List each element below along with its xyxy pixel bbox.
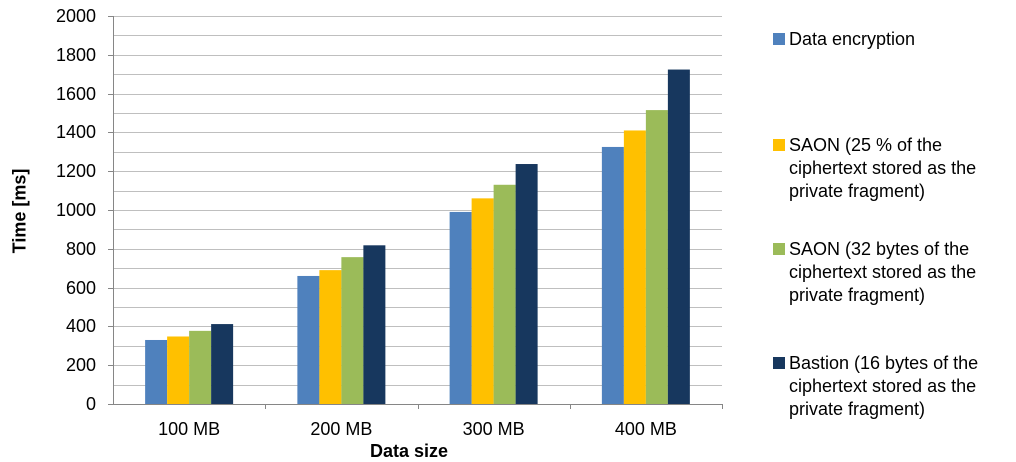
- x-tick-label: 100 MB: [158, 419, 221, 439]
- y-tick-label: 2000: [55, 6, 96, 26]
- y-tick-label: 1000: [55, 200, 96, 220]
- y-tick-label: 1400: [55, 122, 96, 143]
- y-tick-label: 0: [85, 394, 96, 414]
- legend-item-saon-25: SAON (25 % of the ciphertext stored as t…: [773, 134, 1011, 203]
- bar-saon-32: [189, 330, 212, 404]
- y-tick-label: 600: [65, 277, 96, 298]
- legend-label: SAON (25 % of the ciphertext stored as t…: [789, 135, 977, 201]
- y-tick-label: 200: [65, 355, 96, 376]
- x-axis-label: Data size: [369, 441, 449, 461]
- axes: [108, 16, 723, 409]
- legend-item-data-encryption: Data encryption: [773, 28, 1011, 51]
- bar-bastion: [363, 245, 386, 404]
- bar-data-encryption: [601, 146, 624, 404]
- bar-bastion: [515, 164, 538, 404]
- bar-saon-25: [167, 336, 190, 404]
- y-tick-label: 400: [65, 316, 96, 337]
- y-tick-label: 800: [65, 238, 96, 259]
- legend-label: Data encryption: [789, 29, 916, 49]
- bar-data-encryption: [145, 339, 168, 404]
- bar-saon-25: [471, 198, 494, 404]
- legend-label: Bastion (16 bytes of the ciphertext stor…: [789, 353, 979, 419]
- legend-label: SAON (32 bytes of the ciphertext stored …: [789, 239, 977, 305]
- x-tick-label: 400 MB: [614, 419, 677, 439]
- bar-bastion: [667, 69, 690, 404]
- legend-item-saon-32: SAON (32 bytes of the ciphertext stored …: [773, 238, 1011, 307]
- bar-saon-32: [645, 110, 668, 404]
- bar-bastion: [211, 324, 234, 404]
- legend-swatch: [773, 243, 785, 255]
- x-tick-label: 200 MB: [310, 419, 373, 439]
- legend-swatch: [773, 139, 785, 151]
- x-tick-label: 300 MB: [462, 419, 525, 439]
- y-tick-label: 1600: [55, 83, 96, 104]
- bar-saon-32: [341, 257, 364, 404]
- legend-swatch: [773, 33, 785, 45]
- bar-saon-32: [493, 184, 516, 404]
- bars: [145, 69, 690, 404]
- legend: Data encryption SAON (25 % of the cipher…: [773, 0, 1016, 462]
- bar-saon-25: [319, 270, 342, 404]
- y-tick-label: 1800: [55, 44, 96, 65]
- y-tick-label: 1200: [55, 161, 96, 182]
- y-axis-label: Time [ms]: [9, 168, 30, 254]
- legend-swatch: [773, 357, 785, 369]
- bar-data-encryption: [449, 211, 472, 404]
- bar-data-encryption: [297, 275, 320, 404]
- legend-item-bastion: Bastion (16 bytes of the ciphertext stor…: [773, 352, 1011, 421]
- bar-saon-25: [623, 130, 646, 404]
